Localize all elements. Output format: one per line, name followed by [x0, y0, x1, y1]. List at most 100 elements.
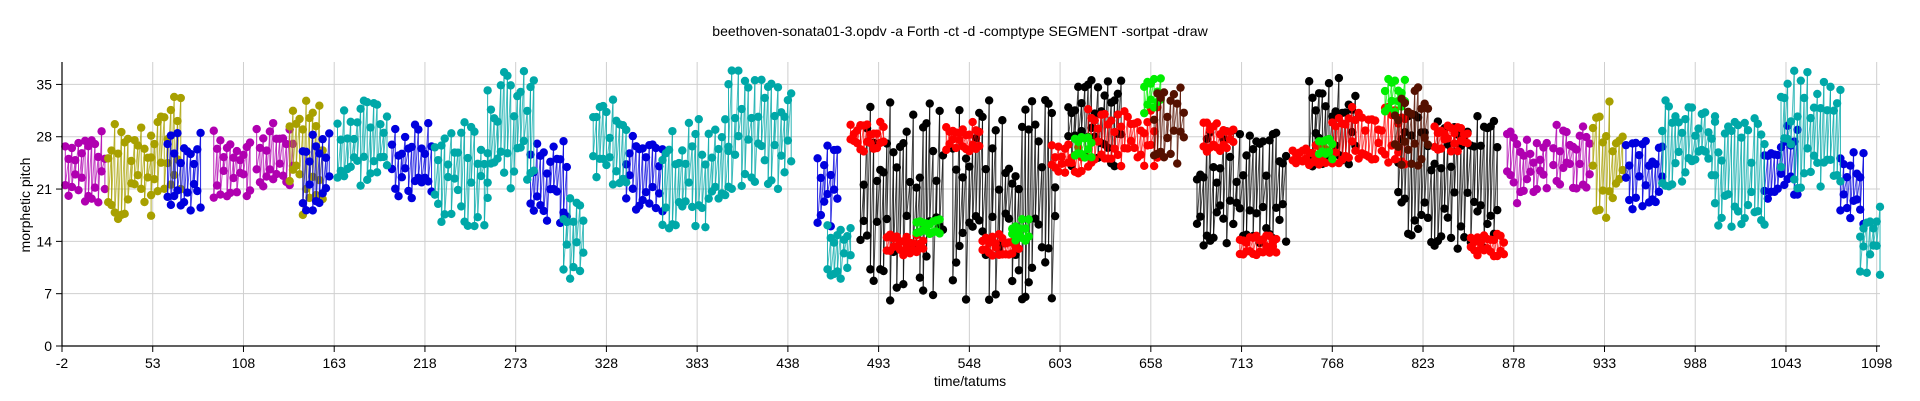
data-link — [906, 181, 911, 216]
data-link — [655, 166, 660, 209]
data-point — [67, 143, 77, 153]
data-link — [1278, 163, 1284, 220]
data-point — [757, 75, 766, 84]
data-point — [651, 143, 661, 153]
data-link — [909, 114, 914, 245]
data-link — [477, 149, 482, 218]
y-tick-label: 0 — [44, 338, 52, 354]
data-link — [167, 135, 172, 197]
data-link — [1533, 143, 1538, 192]
data-point — [430, 143, 440, 152]
data-point — [1176, 83, 1185, 92]
data-point — [1074, 82, 1083, 92]
data-link — [1859, 153, 1865, 210]
data-link — [193, 149, 198, 185]
data-link — [1605, 101, 1610, 218]
data-link — [780, 116, 786, 156]
data-point — [321, 184, 331, 193]
data-point — [318, 134, 327, 144]
data-link — [622, 129, 627, 179]
data-point — [1278, 159, 1287, 168]
data-link — [1443, 144, 1449, 209]
data-link — [1737, 137, 1742, 212]
data-link — [1783, 83, 1789, 139]
data-link — [688, 146, 693, 183]
data-link — [572, 202, 578, 268]
data-point — [579, 248, 588, 257]
data-point — [166, 105, 176, 115]
data-point — [506, 81, 515, 90]
data-point — [1390, 76, 1400, 85]
data-link — [668, 131, 673, 229]
data-point — [1727, 126, 1736, 136]
x-tick-label: 108 — [232, 355, 256, 371]
data-link — [506, 85, 512, 154]
data-link — [213, 148, 218, 198]
data-point — [961, 154, 971, 163]
data-point — [169, 92, 179, 102]
data-link — [1427, 170, 1432, 218]
data-point — [704, 129, 713, 139]
y-tick-labels: 0 7 14 21 28 35 — [36, 76, 62, 354]
data-point — [346, 117, 355, 127]
data-link — [744, 87, 749, 175]
data-point — [394, 192, 403, 201]
data-point — [1473, 112, 1482, 121]
data-link — [285, 129, 291, 182]
data-point — [346, 162, 355, 172]
data-link — [1599, 142, 1604, 210]
data-link — [490, 118, 495, 164]
data-link — [394, 155, 400, 189]
data-point — [1351, 91, 1360, 101]
data-point — [333, 119, 342, 128]
series-segment-black — [856, 98, 948, 305]
data-point — [196, 203, 205, 212]
data-point — [1714, 148, 1723, 157]
data-point — [483, 86, 492, 95]
data-point — [146, 131, 156, 140]
data-link — [566, 198, 571, 245]
data-point — [1687, 103, 1697, 112]
data-point — [1832, 99, 1842, 108]
data-link — [1754, 123, 1759, 213]
data-link — [1404, 116, 1409, 199]
data-point — [308, 108, 317, 117]
data-link — [701, 164, 706, 208]
data-point — [1304, 77, 1314, 86]
y-tick-label: 35 — [36, 76, 52, 92]
data-point — [866, 102, 875, 112]
data-link — [440, 138, 446, 222]
axes — [61, 62, 1880, 347]
data-point — [730, 113, 740, 123]
data-point — [1427, 166, 1436, 175]
data-point — [846, 251, 855, 260]
data-point — [470, 127, 479, 136]
data-point — [922, 119, 931, 128]
data-link — [1793, 129, 1799, 195]
data-link — [1084, 84, 1089, 157]
data-point — [727, 66, 736, 75]
y-axis-label: morphetic pitch — [17, 158, 33, 253]
data-point — [1400, 75, 1410, 85]
data-point — [476, 171, 486, 181]
data-point — [1489, 116, 1499, 126]
data-point — [1271, 128, 1281, 138]
data-link — [1120, 111, 1125, 167]
data-point — [549, 142, 558, 151]
data-link — [530, 172, 535, 204]
series-segment-teal — [724, 66, 796, 194]
data-point — [1107, 116, 1116, 125]
data-point — [978, 112, 987, 122]
data-link — [1437, 168, 1442, 242]
data-point — [1783, 79, 1792, 89]
data-link — [360, 100, 365, 186]
data-link — [1473, 116, 1478, 202]
data-point — [1512, 140, 1522, 149]
series-segment-blue — [298, 129, 334, 215]
series-segment-green — [1008, 215, 1033, 245]
data-link — [315, 153, 320, 202]
data-link — [1424, 108, 1429, 138]
data-link — [1255, 143, 1261, 214]
x-tick-label: 273 — [504, 355, 528, 371]
